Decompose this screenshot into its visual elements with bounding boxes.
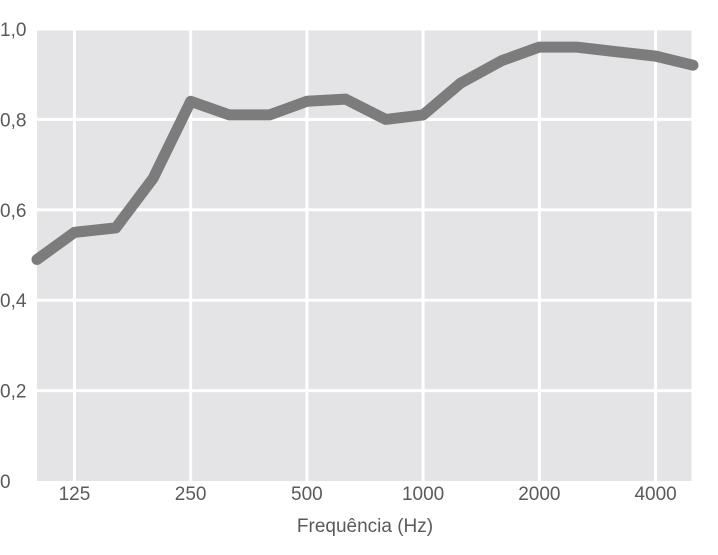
x-tick-label: 1000: [402, 484, 444, 505]
x-tick-label: 250: [175, 484, 207, 505]
x-tick-label: 125: [59, 484, 91, 505]
plot-background: [37, 29, 693, 481]
series-line: [31, 41, 699, 265]
x-axis-title: Frequência (Hz): [297, 516, 433, 537]
y-tick-label: 0: [0, 472, 11, 493]
y-tick-label: 0,4: [0, 291, 27, 312]
x-tick-label: 2000: [518, 484, 560, 505]
x-tick-label: 4000: [634, 484, 676, 505]
y-tick-label: 1,0: [0, 20, 26, 41]
y-tick-label: 0,6: [0, 201, 26, 222]
y-tick-label: 0,2: [0, 382, 26, 403]
y-tick-label: 0,8: [0, 110, 26, 131]
x-tick-label: 500: [291, 484, 323, 505]
